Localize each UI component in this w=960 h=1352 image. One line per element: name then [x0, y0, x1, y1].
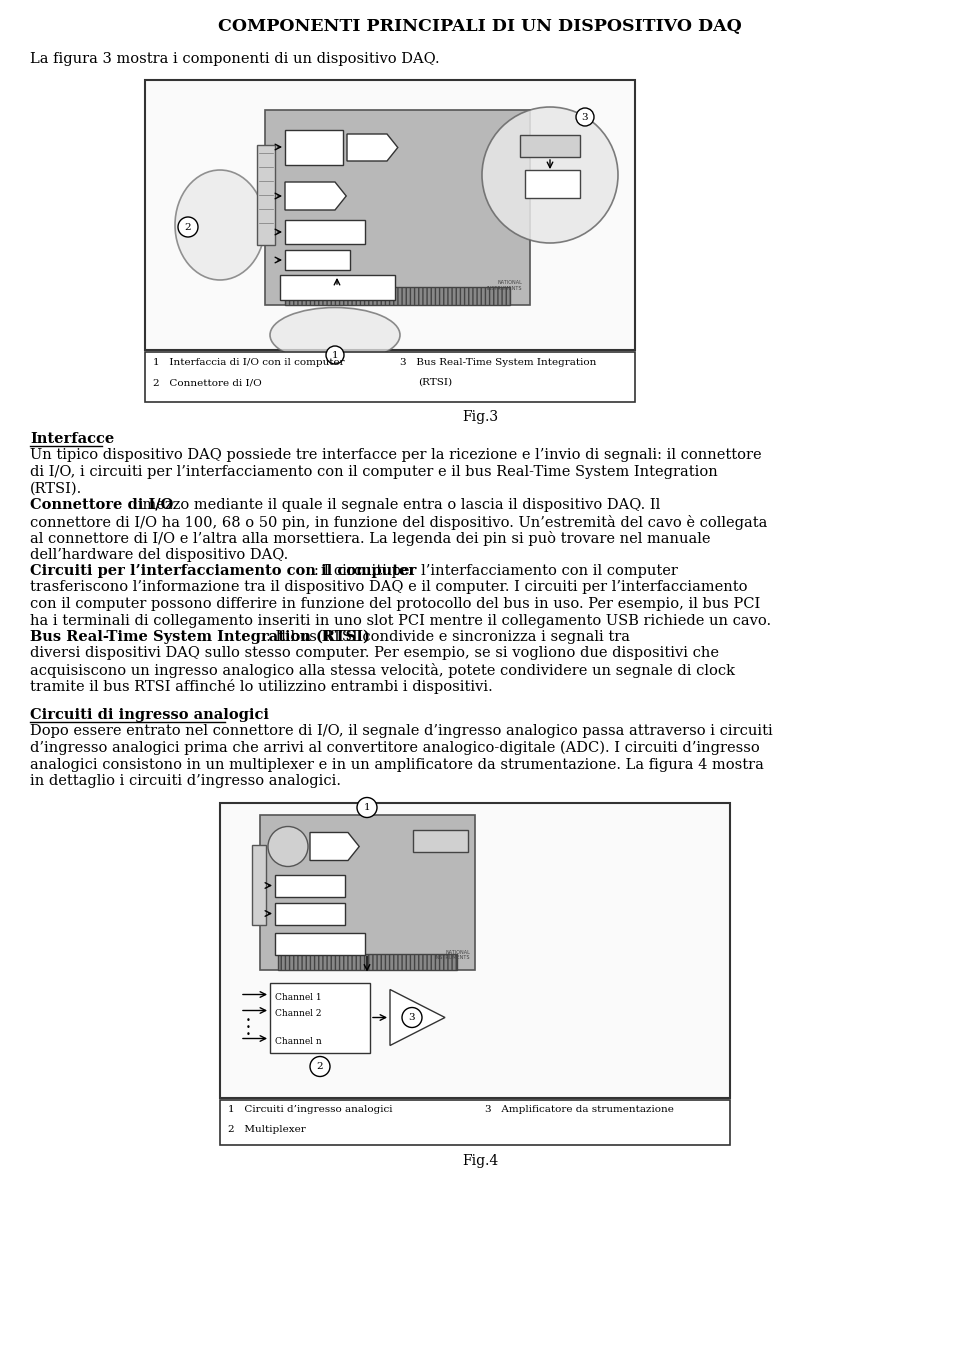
Text: diversi dispositivi DAQ sullo stesso computer. Per esempio, se si vogliono due d: diversi dispositivi DAQ sullo stesso com… [30, 646, 719, 661]
Text: (RTSI).: (RTSI). [30, 481, 83, 495]
Text: 3: 3 [409, 1013, 416, 1022]
Text: al connettore di I/O e l’altra alla morsettiera. La legenda dei pin si può trova: al connettore di I/O e l’altra alla mors… [30, 531, 710, 546]
Text: analogici consistono in un multiplexer e in un amplificatore da strumentazione. : analogici consistono in un multiplexer e… [30, 757, 764, 772]
Text: •: • [246, 1030, 251, 1038]
Ellipse shape [270, 307, 400, 362]
Bar [145, 352, 635, 402]
Text: Fig.3: Fig.3 [462, 410, 498, 425]
Bar [413, 830, 468, 852]
Polygon shape [390, 990, 445, 1045]
Text: 2   Multiplexer: 2 Multiplexer [228, 1125, 305, 1133]
Bar [275, 875, 345, 896]
Text: ha i terminali di collegamento inseriti in uno slot PCI mentre il collegamento U: ha i terminali di collegamento inseriti … [30, 614, 771, 627]
Text: Un tipico dispositivo DAQ possiede tre interfacce per la ricezione e l’invio di : Un tipico dispositivo DAQ possiede tre i… [30, 449, 761, 462]
Bar [280, 274, 395, 300]
Ellipse shape [175, 170, 265, 280]
Text: 1   Interfaccia di I/O con il computer: 1 Interfaccia di I/O con il computer [153, 358, 345, 366]
Text: Channel n: Channel n [275, 1037, 322, 1046]
Bar [285, 287, 510, 306]
Bar [278, 953, 457, 969]
Text: in dettaglio i circuiti d’ingresso analogici.: in dettaglio i circuiti d’ingresso analo… [30, 773, 341, 788]
Text: Circuiti per l’interfacciamento con il computer: Circuiti per l’interfacciamento con il c… [30, 564, 416, 579]
Text: Interfacce: Interfacce [30, 433, 114, 446]
Circle shape [482, 107, 618, 243]
Text: con il computer possono differire in funzione del protocollo del bus in uso. Per: con il computer possono differire in fun… [30, 598, 760, 611]
Polygon shape [285, 183, 347, 210]
Circle shape [326, 346, 344, 364]
Text: connettore di I/O ha 100, 68 o 50 pin, in funzione del dispositivo. Un’estremità: connettore di I/O ha 100, 68 o 50 pin, i… [30, 515, 767, 530]
Bar [270, 983, 370, 1052]
Text: Fig.4: Fig.4 [462, 1155, 498, 1168]
Text: NATIONAL
INSTRUMENTS: NATIONAL INSTRUMENTS [487, 280, 522, 291]
Circle shape [178, 218, 198, 237]
Text: •: • [246, 1015, 251, 1025]
Text: acquisiscono un ingresso analogico alla stessa velocità, potete condividere un s: acquisiscono un ingresso analogico alla … [30, 662, 735, 677]
Text: 3: 3 [582, 112, 588, 122]
Text: 2: 2 [184, 223, 191, 231]
Text: : Il bus RTSI condivide e sincronizza i segnali tra: : Il bus RTSI condivide e sincronizza i … [266, 630, 630, 644]
Bar [220, 1099, 730, 1145]
Circle shape [576, 108, 594, 126]
Text: 2   Connettore di I/O: 2 Connettore di I/O [153, 379, 262, 387]
Text: : mezzo mediante il quale il segnale entra o lascia il dispositivo DAQ. Il: : mezzo mediante il quale il segnale ent… [132, 498, 660, 512]
Text: Channel 2: Channel 2 [275, 1010, 322, 1018]
Bar [520, 135, 580, 157]
Polygon shape [347, 134, 397, 161]
Text: 1: 1 [364, 803, 371, 813]
Text: •: • [246, 1023, 251, 1032]
Text: Circuiti di ingresso analogici: Circuiti di ingresso analogici [30, 708, 269, 722]
Bar [257, 145, 275, 245]
Text: (RTSI): (RTSI) [418, 379, 452, 387]
Text: tramite il bus RTSI affinché lo utilizzino entrambi i dispositivi.: tramite il bus RTSI affinché lo utilizzi… [30, 680, 492, 695]
Bar [145, 80, 635, 350]
Text: NATIONAL
INSTRUMENTS: NATIONAL INSTRUMENTS [435, 949, 470, 960]
Text: COMPONENTI PRINCIPALI DI UN DISPOSITIVO DAQ: COMPONENTI PRINCIPALI DI UN DISPOSITIVO … [218, 18, 742, 35]
Text: La figura 3 mostra i componenti di un dispositivo DAQ.: La figura 3 mostra i componenti di un di… [30, 51, 440, 66]
Bar [275, 933, 365, 955]
Text: 2: 2 [317, 1063, 324, 1071]
Polygon shape [310, 833, 359, 860]
Bar [285, 130, 343, 165]
Bar [285, 250, 350, 270]
Text: Connettore di I/O: Connettore di I/O [30, 498, 174, 512]
Bar [252, 845, 266, 925]
Circle shape [310, 1056, 330, 1076]
Text: Dopo essere entrato nel connettore di I/O, il segnale d’ingresso analogico passa: Dopo essere entrato nel connettore di I/… [30, 725, 773, 738]
Text: d’ingresso analogici prima che arrivi al convertitore analogico-digitale (ADC). : d’ingresso analogici prima che arrivi al… [30, 741, 759, 756]
Bar [525, 170, 580, 197]
Bar [275, 903, 345, 925]
Text: 1   Circuiti d’ingresso analogici: 1 Circuiti d’ingresso analogici [228, 1106, 393, 1114]
Circle shape [268, 826, 308, 867]
Text: trasferiscono l’informazione tra il dispositivo DAQ e il computer. I circuiti pe: trasferiscono l’informazione tra il disp… [30, 580, 748, 595]
Bar [285, 220, 365, 243]
Text: 1: 1 [332, 350, 338, 360]
Bar [220, 803, 730, 1098]
Text: dell’hardware del dispositivo DAQ.: dell’hardware del dispositivo DAQ. [30, 548, 288, 561]
Text: di I/O, i circuiti per l’interfacciamento con il computer e il bus Real-Time Sys: di I/O, i circuiti per l’interfacciament… [30, 465, 718, 479]
Text: : I circuiti per l’interfacciamento con il computer: : I circuiti per l’interfacciamento con … [314, 564, 678, 579]
Circle shape [402, 1007, 422, 1028]
Text: Channel 1: Channel 1 [275, 994, 322, 1002]
Circle shape [357, 798, 377, 818]
Text: 3   Amplificatore da strumentazione: 3 Amplificatore da strumentazione [485, 1106, 674, 1114]
Text: Bus Real-Time System Integration (RTSI): Bus Real-Time System Integration (RTSI) [30, 630, 370, 645]
Text: 3   Bus Real-Time System Integration: 3 Bus Real-Time System Integration [400, 358, 596, 366]
Bar [265, 110, 530, 306]
Bar [260, 814, 475, 969]
